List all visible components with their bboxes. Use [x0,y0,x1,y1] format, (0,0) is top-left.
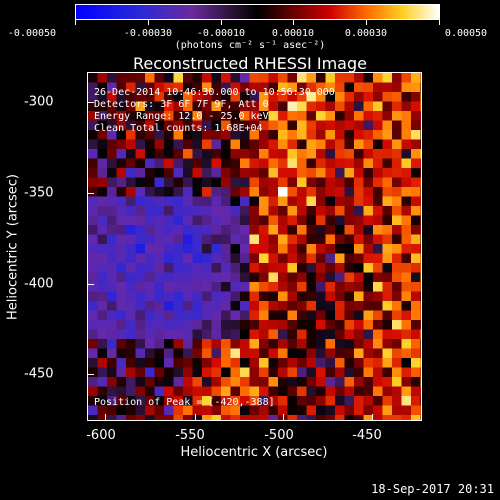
colorbar-tick-label: -0.00050 [7,28,57,39]
info-peak-position: Position of Peak = [-420,-388] [94,397,275,408]
x-tick [283,414,284,421]
colorbar-tick-label: 0.00030 [344,28,388,39]
colorbar-tick [148,20,149,25]
colorbar-tick-label: 0.00050 [444,28,488,39]
footer-timestamp: 18-Sep-2017 20:31 [371,482,494,496]
x-tick-label: -600 [86,428,116,443]
info-energy-range: Energy Range: 12.0 - 25.0 keV [94,111,269,122]
colorbar-tick-label: -0.00010 [196,28,246,39]
y-tick [87,193,94,194]
colorbar-gradient [76,5,439,19]
colorbar-tick [366,20,367,25]
colorbar-tick-label: 0.00010 [271,28,315,39]
colorbar-tick-label: -0.00030 [123,28,173,39]
rhessi-image: 26-Dec-2014 10:46:30.000 to 10:56:30.000… [87,72,422,421]
x-tick-label: -550 [175,428,205,443]
x-tick [195,414,196,421]
info-detectors: Detectors: 3F 6F 7F 9F, Att 0 [94,99,269,110]
x-tick [105,414,106,421]
x-tick [372,414,373,421]
y-tick-label: -350 [24,185,54,201]
y-tick-label: -400 [24,276,54,292]
colorbar-tick [75,20,76,25]
info-clean-counts: Clean Total counts: 1.68E+04 [94,123,263,134]
x-axis-title: Heliocentric X (arcsec) [180,445,328,460]
image-title: Reconstructed RHESSI Image [133,54,367,73]
y-axis-title: Heliocentric Y (arcsec) [5,174,21,320]
y-tick [87,374,94,375]
colorbar-tick [221,20,222,25]
rhessi-heatmap [88,73,421,420]
colorbar-unit-label: (photons cm⁻² s⁻¹ asec⁻²) [174,40,326,51]
info-time-range: 26-Dec-2014 10:46:30.000 to 10:56:30.000 [94,87,335,98]
colorbar [75,4,440,20]
colorbar-tick [293,20,294,25]
y-tick-label: -450 [24,366,54,382]
x-tick-label: -450 [352,428,382,443]
x-tick-label: -500 [264,428,294,443]
y-tick [87,102,94,103]
y-tick-label: -300 [24,94,54,110]
colorbar-tick [439,20,440,25]
y-tick [87,284,94,285]
